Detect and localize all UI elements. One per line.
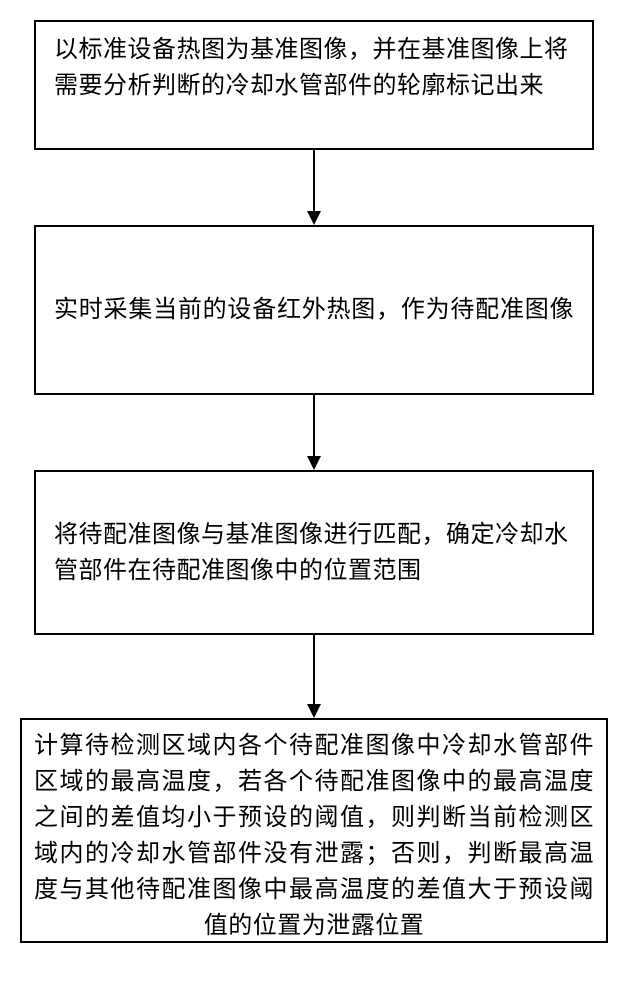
arrow-head-icon <box>307 456 321 470</box>
arrow-line <box>313 150 315 212</box>
flowchart-step-4: 计算待检测区域内各个待配准图像中冷却水管部件区域的最高温度，若各个待配准图像中的… <box>20 718 608 943</box>
arrow-2-3 <box>307 395 321 470</box>
flowchart-step-2: 实时采集当前的设备红外热图，作为待配准图像 <box>34 225 594 395</box>
flowchart-step-3: 将待配准图像与基准图像进行匹配，确定冷却水管部件在待配准图像中的位置范围 <box>34 470 594 635</box>
flowchart-step-1: 以标准设备热图为基准图像，并在基准图像上将需要分析判断的冷却水管部件的轮廓标记出… <box>34 20 594 150</box>
flowchart-container: 以标准设备热图为基准图像，并在基准图像上将需要分析判断的冷却水管部件的轮廓标记出… <box>34 20 594 943</box>
step3-text: 将待配准图像与基准图像进行匹配，确定冷却水管部件在待配准图像中的位置范围 <box>54 522 569 584</box>
step2-text: 实时采集当前的设备红外热图，作为待配准图像 <box>54 297 574 323</box>
arrow-head-icon <box>307 704 321 718</box>
arrow-line <box>313 635 315 705</box>
arrow-line <box>313 395 315 457</box>
arrow-3-4 <box>307 635 321 718</box>
arrow-1-2 <box>307 150 321 225</box>
step1-text: 以标准设备热图为基准图像，并在基准图像上将需要分析判断的冷却水管部件的轮廓标记出… <box>54 37 569 99</box>
arrow-head-icon <box>307 211 321 225</box>
step4-text: 计算待检测区域内各个待配准图像中冷却水管部件区域的最高温度，若各个待配准图像中的… <box>34 733 594 939</box>
